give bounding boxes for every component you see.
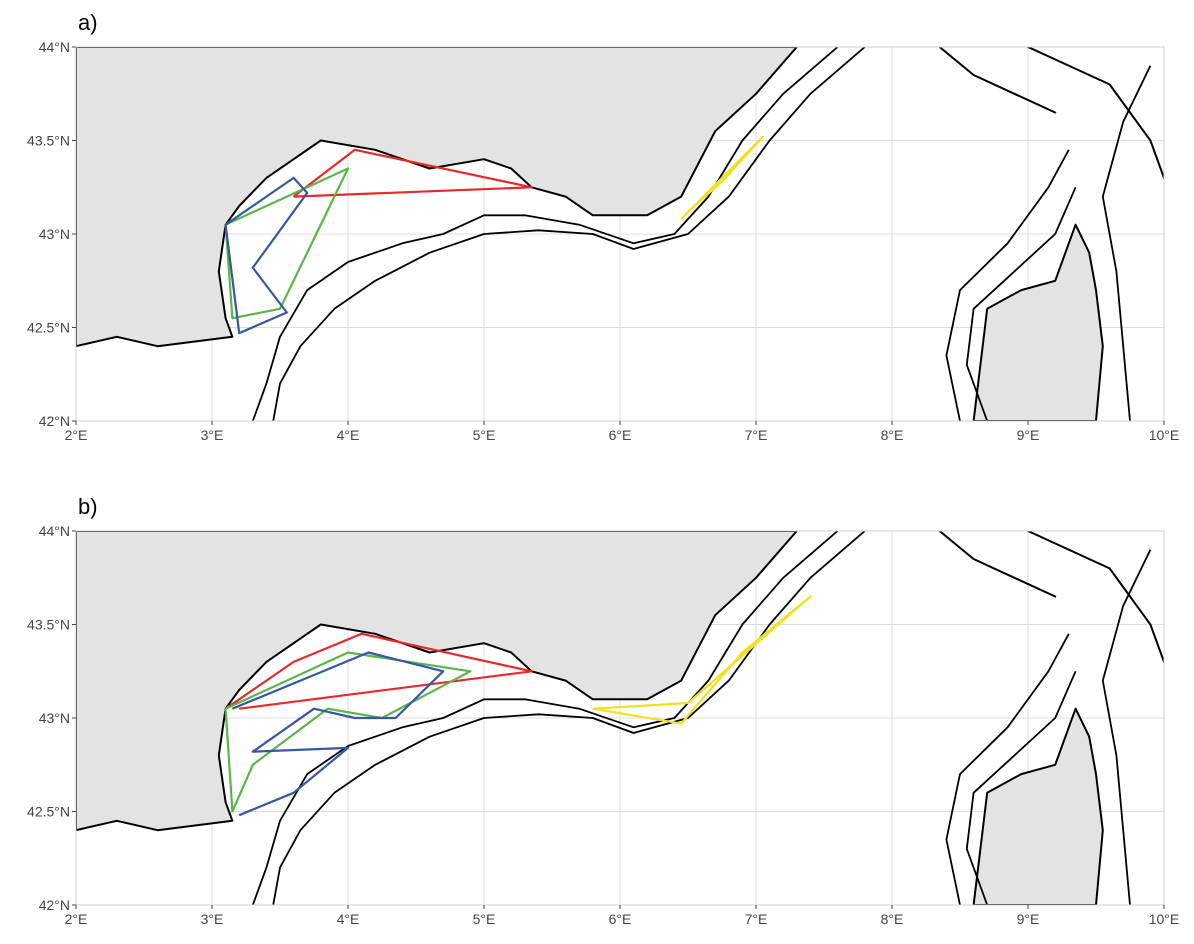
coastline-ligurian <box>938 531 1057 598</box>
lon-tick-label: 5°E <box>473 427 496 443</box>
isobath-line <box>965 186 1077 421</box>
isobath-line <box>1101 65 1152 421</box>
area-polygon <box>592 595 812 725</box>
lon-tick-label: 10°E <box>1149 911 1180 927</box>
area-polygon <box>224 632 533 710</box>
isobath-line <box>272 47 866 421</box>
lon-tick-label: 6°E <box>609 911 632 927</box>
map-layer <box>76 47 1164 421</box>
lat-tick-label: 42°N <box>39 413 70 429</box>
isobath-line <box>251 531 839 905</box>
panel-label: a) <box>78 10 98 35</box>
lat-tick-label: 43.5°N <box>27 617 70 633</box>
isobath-line <box>945 633 1070 905</box>
lon-tick-label: 7°E <box>745 911 768 927</box>
lon-tick-label: 8°E <box>881 427 904 443</box>
coastline-italy <box>1027 47 1164 179</box>
area-polygon <box>680 135 764 220</box>
panel-label: b) <box>78 494 98 519</box>
map-layer <box>76 531 1164 905</box>
lon-tick-label: 3°E <box>201 911 224 927</box>
isobath-line <box>1101 549 1152 905</box>
area-polygon <box>224 651 472 813</box>
lon-tick-label: 8°E <box>881 911 904 927</box>
lat-tick-label: 44°N <box>39 523 70 539</box>
lon-tick-label: 9°E <box>1017 427 1040 443</box>
lat-tick-label: 43°N <box>39 226 70 242</box>
lat-tick-label: 42°N <box>39 897 70 913</box>
lon-tick-label: 2°E <box>65 911 88 927</box>
lon-tick-label: 10°E <box>1149 427 1180 443</box>
area-polygon <box>231 651 445 817</box>
lon-tick-label: 4°E <box>337 911 360 927</box>
lat-tick-label: 43°N <box>39 710 70 726</box>
lon-tick-label: 3°E <box>201 427 224 443</box>
lat-tick-label: 42.5°N <box>27 804 70 820</box>
area-polygon <box>224 176 309 335</box>
coastline-italy <box>1027 531 1164 663</box>
lon-tick-label: 5°E <box>473 911 496 927</box>
lon-tick-label: 2°E <box>65 427 88 443</box>
isobath-line <box>251 47 839 421</box>
isobath-line <box>965 670 1077 905</box>
map-svg-a: a) 42°N 42.5°N 43°N 43.5°N 44°N 2°E 3°E 4°E 5°E 6°… <box>27 10 1180 443</box>
area-polygon <box>292 148 533 198</box>
isobath-line <box>945 149 1070 421</box>
map-panel-b: b) 42°N 42.5°N 43°N 43.5°N 44°N 2°E 3°E 4°E 5°E 6°… <box>0 484 1194 944</box>
map-panel-a: a) 42°N 42.5°N 43°N 43.5°N 44°N 2°E 3°E 4°E 5°E 6°… <box>0 0 1194 460</box>
map-svg-b: b) 42°N 42.5°N 43°N 43.5°N 44°N 2°E 3°E 4°E 5°E 6°… <box>27 494 1180 927</box>
lat-tick-label: 44°N <box>39 39 70 55</box>
area-polygon <box>224 167 350 320</box>
lat-tick-label: 42.5°N <box>27 320 70 336</box>
coastline-ligurian <box>938 47 1057 114</box>
lat-tick-label: 43.5°N <box>27 133 70 149</box>
lon-tick-label: 9°E <box>1017 911 1040 927</box>
lon-tick-label: 4°E <box>337 427 360 443</box>
lon-tick-label: 7°E <box>745 427 768 443</box>
lon-tick-label: 6°E <box>609 427 632 443</box>
